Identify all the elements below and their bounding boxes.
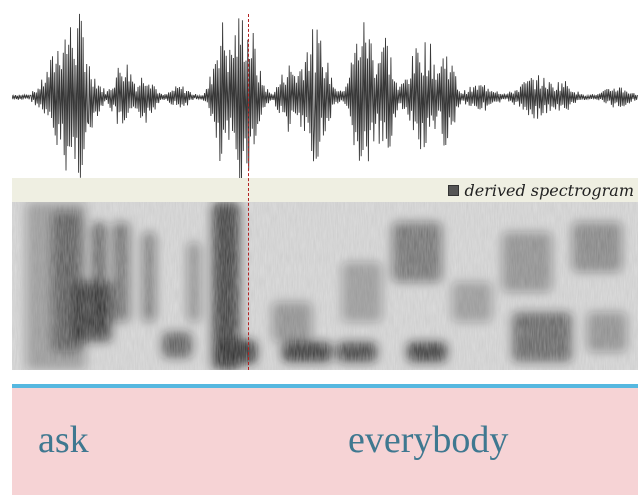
waveform-trace xyxy=(12,13,638,178)
transcript-panel: ask everybody xyxy=(12,388,638,495)
spectrogram-label-text: derived spectrogram xyxy=(464,180,634,200)
playback-cursor[interactable] xyxy=(248,14,249,370)
spectrogram-image xyxy=(12,202,638,370)
spectrogram-header: derived spectrogram xyxy=(12,178,638,202)
spectrogram-texture xyxy=(12,202,638,370)
square-swatch-icon xyxy=(448,184,460,196)
transcript-word[interactable]: ask xyxy=(38,419,89,461)
spectrogram-legend: derived spectrogram xyxy=(448,180,634,200)
waveform-plot xyxy=(12,13,638,178)
spectrogram-panel[interactable] xyxy=(12,202,638,370)
transcript-word[interactable]: everybody xyxy=(348,419,509,461)
waveform-panel[interactable] xyxy=(12,0,638,178)
divider-rule xyxy=(12,384,638,388)
